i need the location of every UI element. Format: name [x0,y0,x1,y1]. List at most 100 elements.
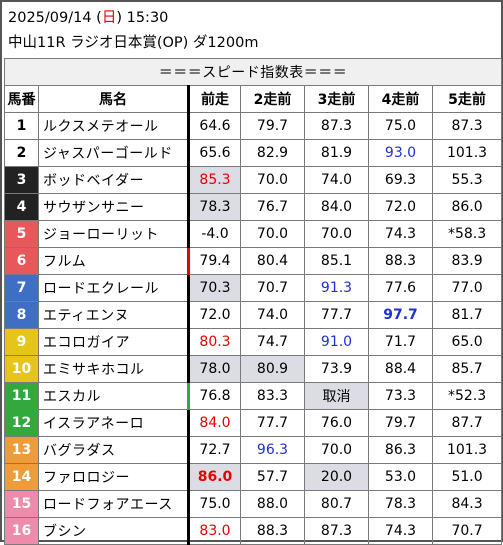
speed-5back-cell: 85.7 [431,355,503,383]
speed-5back-cell: 84.3 [431,490,503,518]
speed-2back-cell: 74.7 [240,328,305,356]
speed-2back-cell: 70.7 [240,274,305,302]
speed-index-table: ＝＝＝スピード指数表＝＝＝ 馬番 馬名 前走 2走前 3走前 4走前 5走前 1… [3,58,503,545]
speed-4back-cell: 71.7 [368,328,433,356]
horse-name: ブシン [38,517,189,545]
speed-2back-cell: 70.0 [240,220,305,248]
speed-5back-cell: 86.0 [431,193,503,221]
speed-5back-cell: 101.3 [431,436,503,464]
speed-4back-cell: 72.0 [368,193,433,221]
speed-4back-cell: 75.0 [368,112,433,140]
horse-name: エミサキホコル [38,355,189,383]
table-row: 15 ロードフォアエース 75.0 88.0 80.7 78.3 84.3 [4,490,503,518]
horse-name: エコロガイア [38,328,189,356]
speed-prev-cell: 84.0 [187,409,241,437]
speed-5back-cell: 55.3 [431,166,503,194]
horse-name: ボッドベイダー [38,166,189,194]
speed-prev-cell: 72.7 [187,436,241,464]
speed-3back-cell: 85.1 [304,247,369,275]
col-header-horse: 馬名 [38,85,189,113]
horse-number: 2 [4,139,39,167]
col-header-5back: 5走前 [431,85,503,113]
speed-5back-cell: *52.3 [431,382,503,410]
speed-prev-cell: 72.0 [187,301,241,329]
speed-2back-cell: 79.7 [240,112,305,140]
speed-4back-cell: 79.7 [368,409,433,437]
horse-number: 14 [4,463,39,491]
horse-number: 4 [4,193,39,221]
speed-5back-cell: 83.9 [431,247,503,275]
speed-prev-cell: -4.0 [187,220,241,248]
speed-2back-cell: 70.0 [240,166,305,194]
speed-4back-cell: 74.3 [368,220,433,248]
speed-3back-cell: 81.9 [304,139,369,167]
speed-4back-cell: 69.3 [368,166,433,194]
horse-name: イスラアネーロ [38,409,189,437]
horse-number: 16 [4,517,39,545]
horse-number: 12 [4,409,39,437]
speed-5back-cell: 87.7 [431,409,503,437]
speed-4back-cell: 93.0 [368,139,433,167]
table-title-row: ＝＝＝スピード指数表＝＝＝ [3,58,503,86]
speed-prev-cell: 70.3 [187,274,241,302]
table-row: 16 ブシン 83.0 88.3 87.3 74.3 70.7 [4,517,503,545]
speed-2back-cell: 96.3 [240,436,305,464]
speed-prev-cell: 75.0 [187,490,241,518]
table-row: 12 イスラアネーロ 84.0 77.7 76.0 79.7 87.7 [4,409,503,437]
horse-name: ロードフォアエース [38,490,189,518]
speed-3back-cell: 73.9 [304,355,369,383]
speed-3back-cell: 80.7 [304,490,369,518]
speed-prev-cell: 64.6 [187,112,241,140]
speed-2back-cell: 80.4 [240,247,305,275]
table-title: ＝＝＝スピード指数表＝＝＝ [3,58,503,86]
speed-5back-cell: 77.0 [431,274,503,302]
speed-4back-cell: 78.3 [368,490,433,518]
speed-3back-cell: 77.7 [304,301,369,329]
horse-name: エティエンヌ [38,301,189,329]
speed-2back-cell: 88.3 [240,517,305,545]
table-row: 1 ルクスメテオール 64.6 79.7 87.3 75.0 87.3 [4,112,503,140]
speed-4back-cell: 53.0 [368,463,433,491]
table-body: 1 ルクスメテオール 64.6 79.7 87.3 75.0 87.3 2 ジャスパーゴールド 6… [4,112,503,545]
speed-4back-cell: 97.7 [368,301,433,329]
speed-prev-cell: 65.6 [187,139,241,167]
speed-4back-cell: 86.3 [368,436,433,464]
speed-4back-cell: 88.4 [368,355,433,383]
speed-3back-cell: 74.0 [304,166,369,194]
speed-prev-cell: 78.3 [187,193,241,221]
horse-number: 6 [4,247,39,275]
table-row: 5 ジョーローリット -4.0 70.0 70.0 74.3 *58.3 [4,220,503,248]
speed-3back-cell: 76.0 [304,409,369,437]
speed-4back-cell: 74.3 [368,517,433,545]
table-row: 7 ロードエクレール 70.3 70.7 91.3 77.6 77.0 [4,274,503,302]
speed-5back-cell: 70.7 [431,517,503,545]
table-row: 2 ジャスパーゴールド 65.6 82.9 81.9 93.0 101.3 [4,139,503,167]
speed-5back-cell: 101.3 [431,139,503,167]
speed-prev-cell: 80.3 [187,328,241,356]
table-row: 10 エミサキホコル 78.0 80.9 73.9 88.4 85.7 [4,355,503,383]
table-row: 9 エコロガイア 80.3 74.7 91.0 71.7 65.0 [4,328,503,356]
speed-prev-cell: 79.4 [187,247,241,275]
speed-prev-cell: 78.0 [187,355,241,383]
col-header-3back: 3走前 [304,85,369,113]
speed-2back-cell: 57.7 [240,463,305,491]
speed-3back-cell: 取消 [304,382,369,410]
horse-name: ロードエクレール [38,274,189,302]
speed-3back-cell: 91.0 [304,328,369,356]
speed-3back-cell: 70.0 [304,436,369,464]
speed-3back-cell: 84.0 [304,193,369,221]
horse-name: バグラダス [38,436,189,464]
speed-3back-cell: 91.3 [304,274,369,302]
speed-5back-cell: 87.3 [431,112,503,140]
speed-3back-cell: 87.3 [304,112,369,140]
speed-5back-cell: *58.3 [431,220,503,248]
col-header-prev: 前走 [187,85,241,113]
speed-2back-cell: 88.0 [240,490,305,518]
table-row: 8 エティエンヌ 72.0 74.0 77.7 97.7 81.7 [4,301,503,329]
col-header-2back: 2走前 [240,85,305,113]
speed-2back-cell: 80.9 [240,355,305,383]
horse-number: 7 [4,274,39,302]
speed-4back-cell: 77.6 [368,274,433,302]
race-datetime: 2025/09/14 (日) 15:30 [8,8,168,28]
